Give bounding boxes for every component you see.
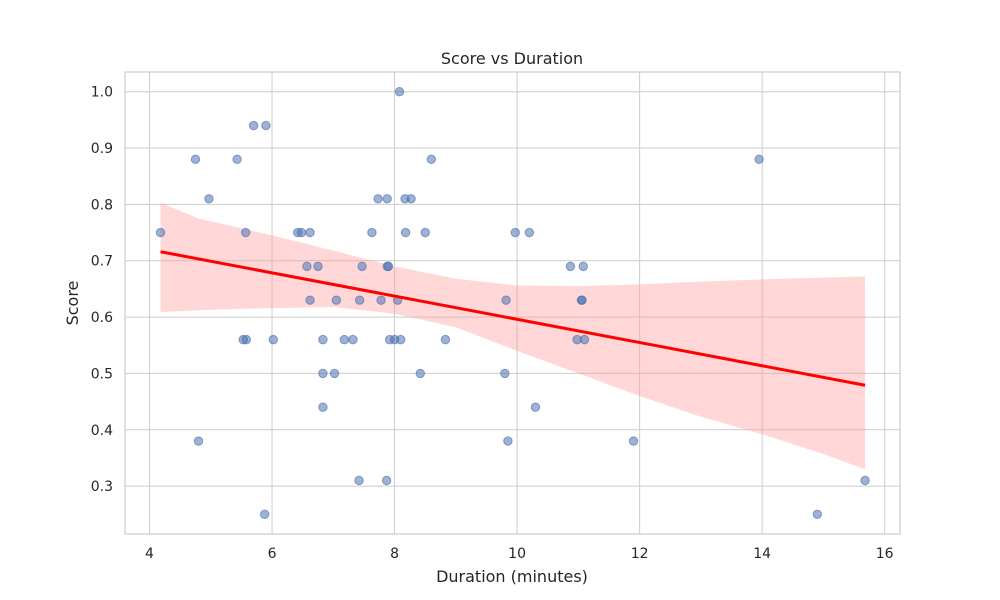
y-tick-label: 0.7 [91,254,113,270]
data-point [241,334,252,345]
data-point [268,334,278,345]
data-point [500,368,510,379]
data-point [331,295,342,305]
data-point [382,194,392,204]
y-tick-label: 0.3 [91,479,113,495]
data-point [248,120,259,131]
data-point [193,436,204,446]
y-tick-label: 0.6 [91,310,113,326]
data-point [501,295,511,305]
data-point [420,227,430,238]
y-axis-label: Score [63,281,82,326]
data-point [339,334,350,345]
data-point [426,154,437,165]
confidence-band [160,202,866,470]
data-point [406,194,416,204]
y-tick-label: 0.4 [91,423,113,439]
regression-line-path [160,250,866,387]
data-point [190,154,201,165]
x-tick-label: 12 [631,546,649,562]
data-point [318,334,328,345]
confidence-band-area [160,202,866,470]
data-point [503,436,513,446]
x-tick-label: 10 [508,546,526,562]
data-point [296,227,307,238]
data-point [577,295,587,305]
data-point [313,261,323,272]
data-point [354,295,365,305]
x-axis-label: Duration (minutes) [436,567,588,586]
data-point [579,334,590,345]
data-point [510,227,520,238]
data-point [383,261,394,272]
data-point [394,87,405,97]
data-point [367,227,377,238]
data-point [524,227,535,238]
y-tick-labels: 0.3 0.4 0.5 0.6 0.7 0.8 0.9 1.0 [91,85,113,495]
data-points [155,87,870,519]
data-point [628,436,639,446]
data-point [305,227,315,238]
data-point [440,334,451,345]
data-point [812,509,822,519]
x-tick-label: 8 [390,546,399,562]
data-point [155,227,166,238]
x-tick-labels: 4 6 8 10 12 14 16 [145,546,894,562]
grid [125,72,900,534]
data-point [415,368,425,379]
x-tick-label: 6 [268,546,277,562]
data-point [578,261,588,272]
data-point [305,295,315,305]
plot-frame [124,71,901,535]
y-tick-label: 1.0 [91,85,113,101]
data-point [530,402,541,412]
y-tick-label: 0.8 [91,197,113,213]
data-point [329,368,340,379]
data-point [354,475,364,486]
y-tick-label: 0.5 [91,366,113,382]
data-point [381,475,392,486]
data-point [318,402,328,412]
data-point [400,227,411,238]
y-tick-label: 0.9 [91,141,113,157]
x-tick-label: 4 [145,546,154,562]
data-point [259,509,270,519]
data-point [232,154,242,165]
data-point [204,194,214,204]
data-point [348,334,358,345]
data-point [357,261,367,272]
data-point [395,334,406,345]
data-point [373,194,383,204]
data-point [261,120,271,131]
data-point [318,368,328,379]
data-point [376,295,386,305]
x-tick-label: 16 [876,546,894,562]
data-point [860,475,870,486]
regression-line [160,250,866,387]
data-point [302,261,312,272]
chart-title: Score vs Duration [441,49,583,68]
data-point [565,261,576,272]
x-tick-label: 14 [753,546,771,562]
data-point [754,154,764,165]
data-point [240,227,251,238]
